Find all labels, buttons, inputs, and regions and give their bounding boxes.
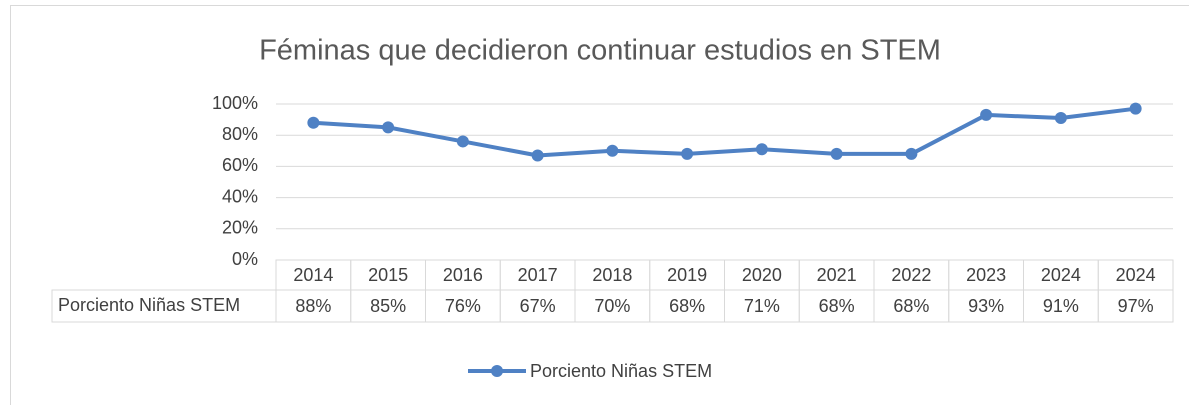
- x-tick-label: 2015: [368, 265, 408, 285]
- x-tick-label: 2024: [1116, 265, 1156, 285]
- y-tick-label: 40%: [222, 186, 258, 206]
- marker: [307, 116, 320, 129]
- table-value: 67%: [520, 296, 556, 316]
- marker: [606, 144, 619, 157]
- x-tick-label: 2016: [443, 265, 483, 285]
- legend-marker: [491, 365, 503, 377]
- table-value: 68%: [893, 296, 929, 316]
- y-tick-label: 0%: [232, 249, 258, 269]
- table-value: 76%: [445, 296, 481, 316]
- x-tick-label: 2022: [891, 265, 931, 285]
- x-tick-label: 2017: [518, 265, 558, 285]
- x-tick-label: 2021: [817, 265, 857, 285]
- legend-label: Porciento Niñas STEM: [530, 361, 712, 381]
- y-tick-label: 20%: [222, 218, 258, 238]
- table-value: 93%: [968, 296, 1004, 316]
- marker: [531, 149, 544, 162]
- marker: [905, 147, 918, 160]
- y-tick-label: 100%: [212, 93, 258, 113]
- table-cell: [1097, 289, 1174, 323]
- marker: [830, 147, 843, 160]
- y-tick-label: 80%: [222, 124, 258, 144]
- x-tick-label: 2023: [966, 265, 1006, 285]
- marker: [980, 108, 993, 121]
- marker: [681, 147, 694, 160]
- table-value: 68%: [669, 296, 705, 316]
- table-value: 68%: [819, 296, 855, 316]
- chart-title: Féminas que decidieron continuar estudio…: [259, 35, 941, 67]
- x-tick-label: 2020: [742, 265, 782, 285]
- table-value: 97%: [1118, 296, 1154, 316]
- marker: [456, 135, 469, 148]
- table-value: 91%: [1043, 296, 1079, 316]
- chart-border: [10, 5, 1189, 405]
- marker: [1054, 112, 1067, 125]
- y-tick-label: 60%: [222, 155, 258, 175]
- marker: [382, 121, 395, 134]
- table-value: 85%: [370, 296, 406, 316]
- table-value: 88%: [295, 296, 331, 316]
- x-tick-label: 2014: [293, 265, 333, 285]
- x-tick-label: 2024: [1041, 265, 1081, 285]
- table-value: 71%: [744, 296, 780, 316]
- marker: [1129, 102, 1142, 115]
- x-tick-label: 2018: [592, 265, 632, 285]
- x-tick-label: 2019: [667, 265, 707, 285]
- table-row-header: Porciento Niñas STEM: [58, 295, 240, 315]
- marker: [755, 143, 768, 156]
- series-line: [313, 106, 1136, 158]
- table-value: 70%: [594, 296, 630, 316]
